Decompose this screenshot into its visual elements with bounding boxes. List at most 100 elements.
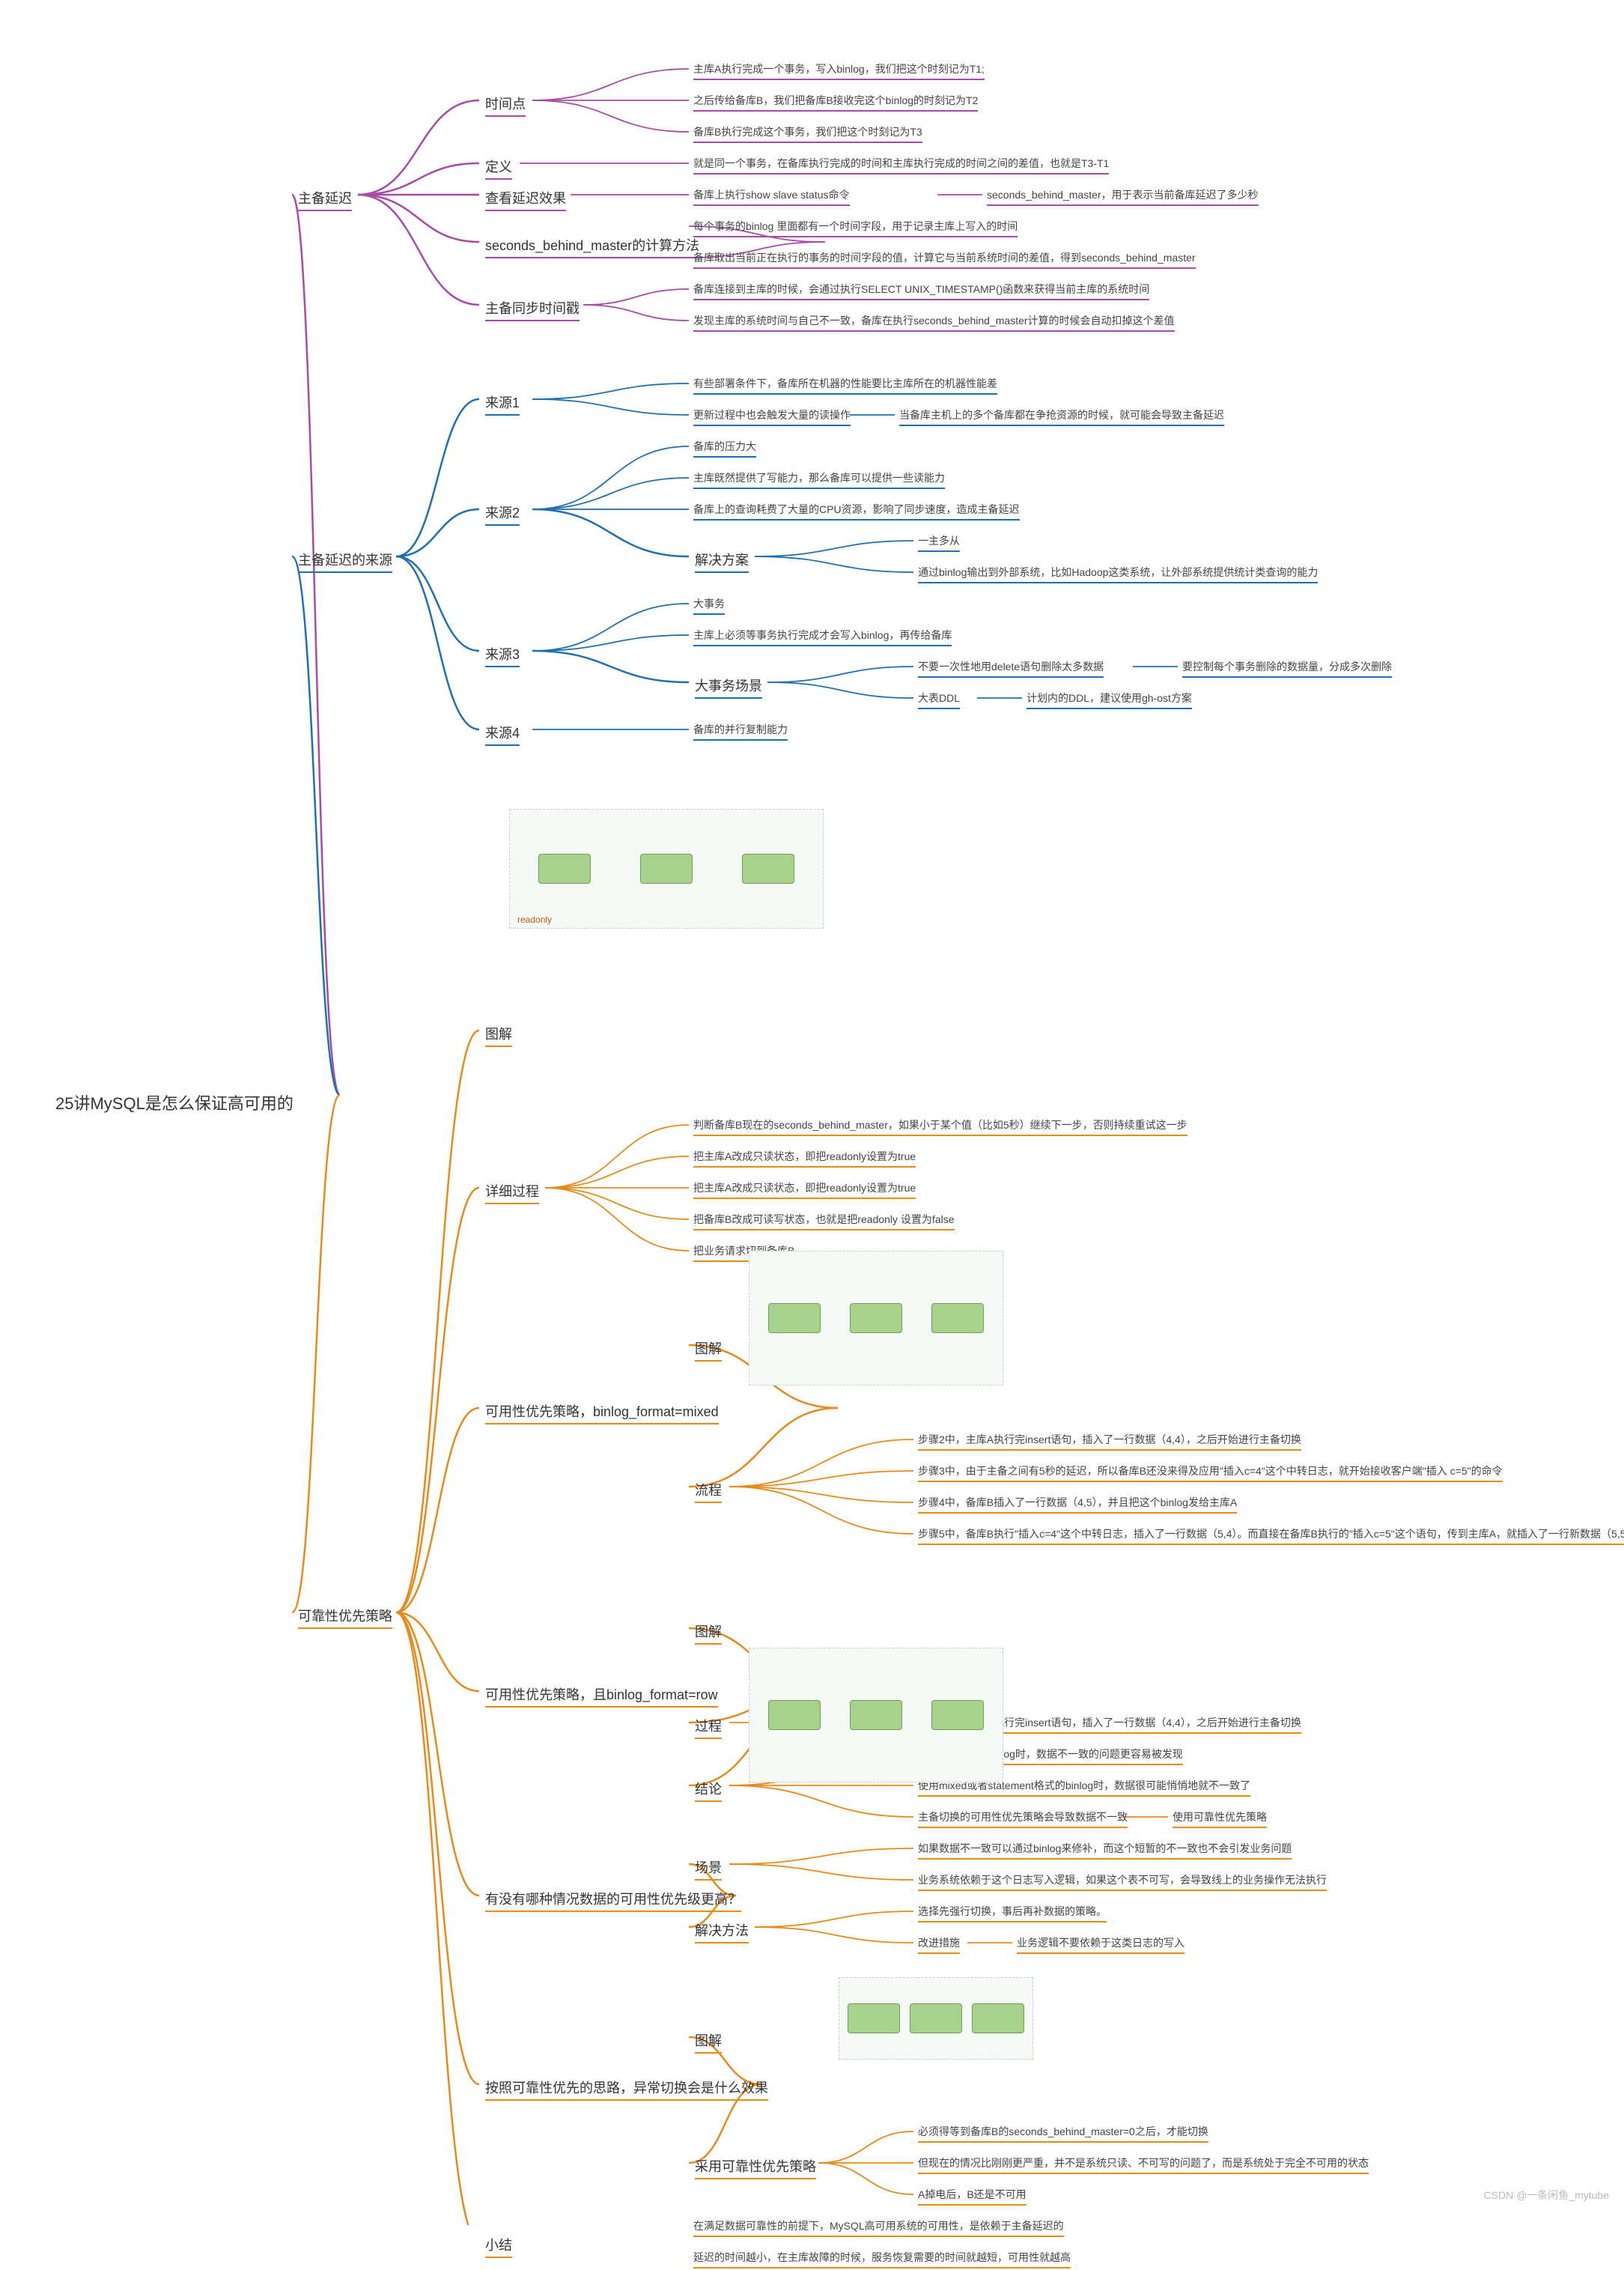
node-label: 备库上执行show slave status命令 (693, 189, 850, 201)
leaf-node: 主库既然提供了写能力，那么备库可以提供一些读能力 (689, 469, 949, 491)
node-label: 把主库A改成只读状态，即把readonly设置为true (693, 1182, 916, 1194)
node-label: 时间点 (485, 97, 526, 112)
node-label: 解决方法 (695, 1923, 749, 1938)
leaf-node: 就是同一个事务，在备库执行完成的时间和主库执行完成的时间之间的差值，也就是T3-… (689, 154, 1113, 176)
node-label: 图解 (485, 1027, 512, 1042)
leaf-node: 通过binlog输出到外部系统，比如Hadoop这类系统，让外部系统提供统计类查… (913, 563, 1322, 585)
leaf-node-inline: 计划内的DDL，建议使用gh-ost方案 (1022, 689, 1196, 711)
branch-node: 可用性优先策略，binlog_format=mixed (479, 1399, 725, 1427)
leaf-node: 不要一次性地用delete语句删除太多数据 (913, 658, 1108, 679)
leaf-node: 把备库B改成可读写状态，也就是把readonly 设置为false (689, 1210, 959, 1232)
node-label: 有些部署条件下，备库所在机器的性能要比主库所在的机器性能差 (693, 377, 997, 389)
branch-node: 查看延迟效果 (479, 186, 572, 213)
leaf-node: 备库连接到主库的时候，会通过执行SELECT UNIX_TIMESTAMP()函… (689, 280, 1154, 302)
node-label: 步骤3中，由于主备之间有5秒的延迟，所以备库B还没来得及应用"插入c=4"这个中… (918, 1465, 1503, 1477)
node-label: 流程 (695, 1483, 722, 1498)
leaf-node: 备库的压力大 (689, 437, 761, 459)
leaf-node: 延迟的时间越小，在主库故障的时候，服务恢复需要的时间就越短，可用性就越高 (689, 2248, 1075, 2270)
node-label: 备库连接到主库的时候，会通过执行SELECT UNIX_TIMESTAMP()函… (693, 283, 1149, 295)
node-label: 大事务 (693, 598, 725, 610)
leaf-node: 业务系统依赖于这个日志写入逻辑，如果这个表不可写，会导致线上的业务操作无法执行 (913, 1871, 1331, 1893)
leaf-node: 必须得等到备库B的seconds_behind_master=0之后，才能切换 (913, 2122, 1213, 2144)
branch-node: 来源1 (479, 390, 526, 418)
node-label: 来源3 (485, 647, 520, 662)
branch-node: 时间点 (479, 91, 532, 119)
leaf-node: 把主库A改成只读状态，即把readonly设置为true (689, 1179, 920, 1201)
node-label: 定义 (485, 160, 512, 175)
leaf-node: 一主多从 (913, 532, 964, 553)
node-label: 可用性优先策略，且binlog_format=row (485, 1687, 718, 1702)
node-label: 改进措施 (918, 1937, 960, 1949)
leaf-node-inline: 要控制每个事务删除的数据量，分成多次删除 (1178, 658, 1396, 679)
node-label: 步骤4中，备库B插入了一行数据（4,5），并且把这个binlog发给主库A (918, 1496, 1237, 1508)
leaf-node: 在满足数据可靠性的前提下，MySQL高可用系统的可用性，是依赖于主备延迟的 (689, 2217, 1068, 2239)
branch-node: 可用性优先策略，且binlog_format=row (479, 1682, 724, 1710)
branch-node: 结论 (689, 1776, 728, 1804)
leaf-node: 大表DDL (913, 689, 964, 711)
branch-node: 来源2 (479, 500, 526, 528)
node-label: seconds_behind_master的计算方法 (485, 238, 699, 253)
leaf-node: 有些部署条件下，备库所在机器的性能要比主库所在的机器性能差 (689, 374, 1002, 396)
branch-node: 图解 (689, 2028, 728, 2056)
leaf-node: 如果数据不一致可以通过binlog来修补，而这个短暂的不一致也不会引发业务问题 (913, 1839, 1296, 1861)
leaf-node: 步骤2中，主库A执行完insert语句，插入了一行数据（4,4），之后开始进行主… (913, 1430, 1306, 1452)
diagram-image-img3 (749, 1648, 1003, 1782)
leaf-node: 改进措施 (913, 1934, 964, 1955)
node-label: 如果数据不一致可以通过binlog来修补，而这个短暂的不一致也不会引发业务问题 (918, 1842, 1292, 1854)
node-label: 主库A执行完成一个事务，写入binlog，我们把这个时刻记为T1; (693, 63, 985, 75)
leaf-node: 把主库A改成只读状态，即把readonly设置为true (689, 1147, 920, 1169)
node-label: 主备延迟的来源 (298, 553, 392, 568)
diagram-image-img4 (839, 1977, 1033, 2060)
leaf-node: 主库A执行完成一个事务，写入binlog，我们把这个时刻记为T1; (689, 60, 989, 82)
watermark: CSDN @一条闲鱼_mytube (1484, 2188, 1609, 2203)
node-label: 来源4 (485, 726, 520, 741)
diagram-image-img1: readonly (509, 809, 824, 929)
node-label: 延迟的时间越小，在主库故障的时候，服务恢复需要的时间就越短，可用性就越高 (693, 2251, 1071, 2263)
node-label: 备库的并行复制能力 (693, 723, 788, 735)
node-label: 可用性优先策略，binlog_format=mixed (485, 1404, 719, 1419)
node-label: 但现在的情况比刚刚更严重，并不是系统只读、不可写的问题了，而是系统处于完全不可用… (918, 2157, 1369, 2169)
leaf-node: 但现在的情况比刚刚更严重，并不是系统只读、不可写的问题了，而是系统处于完全不可用… (913, 2154, 1373, 2176)
node-label: 结论 (695, 1782, 722, 1797)
node-label: 不要一次性地用delete语句删除太多数据 (918, 661, 1104, 673)
node-label: 过程 (695, 1719, 722, 1734)
branch-node: 解决方案 (689, 547, 755, 575)
branch-node: 可靠性优先策略 (292, 1603, 398, 1631)
node-label: 在满足数据可靠性的前提下，MySQL高可用系统的可用性，是依赖于主备延迟的 (693, 2220, 1064, 2232)
leaf-node-inline: seconds_behind_master，用于表示当前备库延迟了多少秒 (982, 186, 1263, 207)
diagram-image-img2 (749, 1251, 1003, 1386)
node-label: 详细过程 (485, 1184, 539, 1199)
leaf-node: 备库B执行完成这个事务，我们把这个时刻记为T3 (689, 123, 927, 145)
leaf-node: 发现主库的系统时间与自己不一致，备库在执行seconds_behind_mast… (689, 312, 1179, 333)
leaf-node: 备库上执行show slave status命令 (689, 186, 854, 207)
leaf-node: 判断备库B现在的seconds_behind_master，如果小于某个值（比如… (689, 1116, 1192, 1138)
node-label: 25讲MySQL是怎么保证高可用的 (55, 1094, 294, 1113)
node-label: 图解 (695, 1341, 722, 1356)
node-label: 备库上的查询耗费了大量的CPU资源，影响了同步速度，造成主备延迟 (693, 503, 1020, 515)
node-label: 步骤2中，主库A执行完insert语句，插入了一行数据（4,4），之后开始进行主… (918, 1433, 1301, 1445)
node-label: 采用可靠性优先策略 (695, 2159, 816, 2174)
node-label: 来源1 (485, 395, 520, 410)
node-label: 备库取出当前正在执行的事务的时间字段的值，计算它与当前系统时间的差值，得到sec… (693, 252, 1196, 264)
leaf-node: 备库上的查询耗费了大量的CPU资源，影响了同步速度，造成主备延迟 (689, 500, 1024, 522)
node-label: 来源2 (485, 506, 520, 521)
branch-node: 大事务场景 (689, 673, 768, 701)
node-label: 主备延迟 (298, 191, 352, 206)
leaf-node: 步骤4中，备库B插入了一行数据（4,5），并且把这个binlog发给主库A (913, 1493, 1241, 1515)
node-label: 有没有哪种情况数据的可用性优先级更高？ (485, 1892, 741, 1907)
node-label: 主备同步时间戳 (485, 301, 580, 316)
node-label: 主库上必须等事务执行完成才会写入binlog，再传给备库 (693, 629, 952, 641)
branch-node: 来源3 (479, 642, 526, 670)
leaf-node-inline: 当备库主机上的多个备库都在争抢资源的时候，就可能会导致主备延迟 (895, 406, 1229, 428)
branch-node: 定义 (479, 154, 518, 182)
node-label: 一主多从 (918, 535, 960, 547)
node-label: 大事务场景 (695, 679, 762, 694)
branch-node: 主备同步时间戳 (479, 296, 586, 324)
branch-node: 场景 (689, 1855, 728, 1883)
node-label: 查看延迟效果 (485, 191, 566, 206)
leaf-node: 更新过程中也会触发大量的读操作 (689, 406, 855, 428)
node-label: 可靠性优先策略 (298, 1609, 392, 1624)
branch-node: 解决方法 (689, 1918, 755, 1946)
branch-node: 小结 (479, 2233, 518, 2260)
node-label: 备库的压力大 (693, 440, 756, 452)
